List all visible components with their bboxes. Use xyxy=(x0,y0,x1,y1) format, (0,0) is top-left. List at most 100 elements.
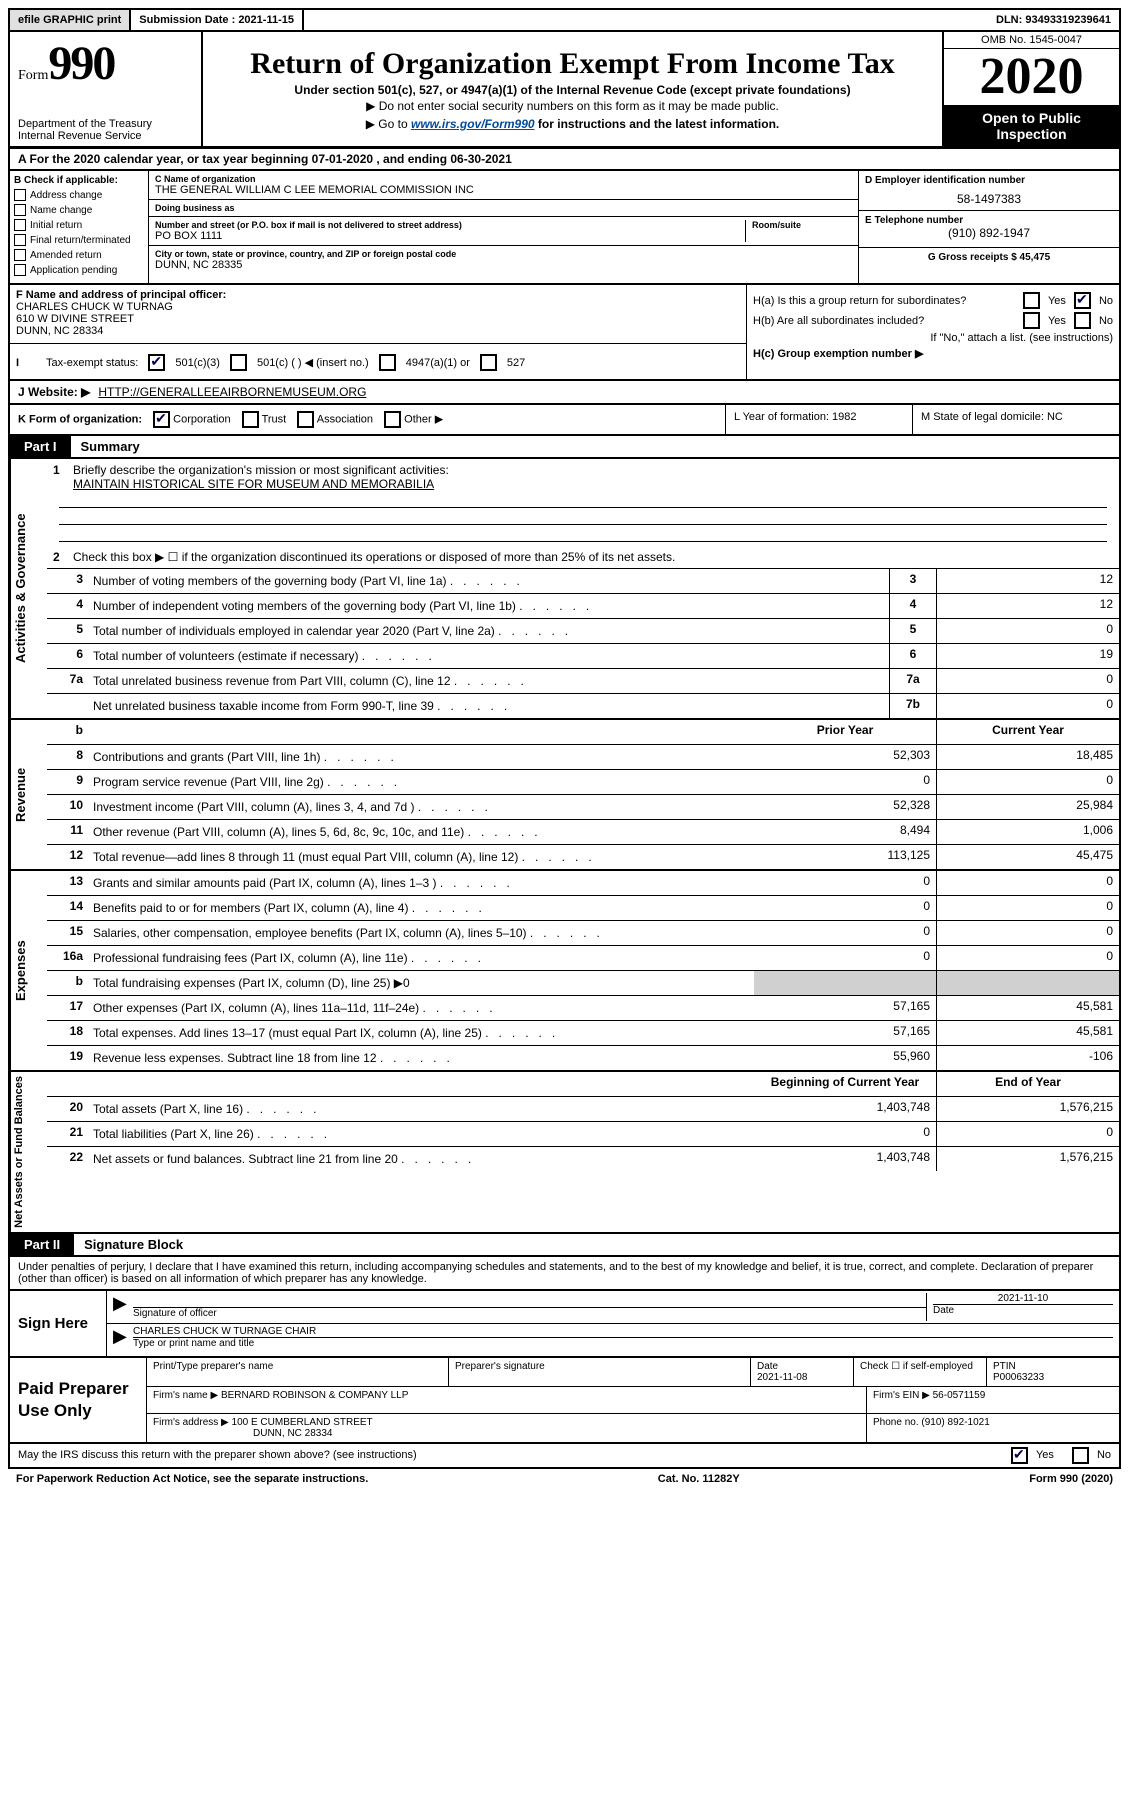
B-label: B Check if applicable: xyxy=(14,175,144,186)
Ha-yes[interactable] xyxy=(1023,292,1040,309)
Hb-yes[interactable] xyxy=(1023,312,1040,329)
section-C: C Name of organization THE GENERAL WILLI… xyxy=(149,171,859,283)
chk-name-change[interactable]: Name change xyxy=(14,204,144,216)
chk-other[interactable] xyxy=(384,411,401,428)
discuss-no[interactable] xyxy=(1072,1447,1089,1464)
chk-label: Name change xyxy=(30,205,92,216)
table-row: 22Net assets or fund balances. Subtract … xyxy=(47,1147,1119,1171)
current-year-val: 0 xyxy=(937,1122,1119,1146)
prior-year-val: 0 xyxy=(754,770,937,794)
q1-num: 1 xyxy=(53,463,73,477)
firm-phone: (910) 892-1021 xyxy=(921,1417,989,1428)
firm-addr2: DUNN, NC 28334 xyxy=(253,1428,332,1439)
row-num: 16a xyxy=(47,946,89,970)
officer-addr1: 610 W DIVINE STREET xyxy=(16,313,740,325)
chk-label: Application pending xyxy=(30,265,117,276)
row-desc: Other revenue (Part VIII, column (A), li… xyxy=(89,820,754,844)
title-cell: Return of Organization Exempt From Incom… xyxy=(203,32,944,146)
firm-name-label: Firm's name ▶ xyxy=(153,1390,218,1401)
website-link[interactable]: HTTP://GENERALLEEAIRBORNEMUSEUM.ORG xyxy=(98,385,366,399)
table-row: Net unrelated business taxable income fr… xyxy=(47,694,1119,718)
goto-note: ▶ Go to www.irs.gov/Form990 for instruct… xyxy=(211,117,934,131)
row-desc: Program service revenue (Part VIII, line… xyxy=(89,770,754,794)
q1-block: 1Briefly describe the organization's mis… xyxy=(47,459,1119,569)
current-year-val: 0 xyxy=(937,669,1119,693)
row-desc: Number of independent voting members of … xyxy=(89,594,889,618)
arrow-icon: ▶ xyxy=(113,1326,133,1354)
firm-ein: 56-0571159 xyxy=(933,1390,986,1401)
officer-label: F Name and address of principal officer: xyxy=(16,289,740,301)
row-num: 18 xyxy=(47,1021,89,1045)
prior-year-val: 57,165 xyxy=(754,996,937,1020)
row-desc: Salaries, other compensation, employee b… xyxy=(89,921,754,945)
row-desc: Contributions and grants (Part VIII, lin… xyxy=(89,745,754,769)
Hb-no[interactable] xyxy=(1074,312,1091,329)
table-row: 4Number of independent voting members of… xyxy=(47,594,1119,619)
chk-address-change[interactable]: Address change xyxy=(14,189,144,201)
form-subtitle: Under section 501(c), 527, or 4947(a)(1)… xyxy=(211,83,934,97)
current-year-val: 18,485 xyxy=(937,745,1119,769)
sign-here-block: Sign Here ▶ Signature of officer 2021-11… xyxy=(8,1291,1121,1358)
table-row: 14Benefits paid to or for members (Part … xyxy=(47,896,1119,921)
row-desc: Net assets or fund balances. Subtract li… xyxy=(89,1147,754,1171)
Ha-no[interactable] xyxy=(1074,292,1091,309)
firm-addr-label: Firm's address ▶ xyxy=(153,1417,229,1428)
form-id-footer: Form 990 (2020) xyxy=(1029,1473,1113,1485)
current-year-val: 12 xyxy=(937,569,1119,593)
current-year-val: 1,576,215 xyxy=(937,1147,1119,1171)
table-row: 9Program service revenue (Part VIII, lin… xyxy=(47,770,1119,795)
open-line1: Open to Public xyxy=(948,110,1115,126)
ein-label: D Employer identification number xyxy=(865,175,1113,186)
rev-section: Revenue b Prior Year Current Year 8Contr… xyxy=(8,720,1121,871)
chk-label: Final return/terminated xyxy=(30,235,131,246)
row-I-label: I xyxy=(16,357,36,369)
row-desc: Total fundraising expenses (Part IX, col… xyxy=(89,971,754,995)
row-desc: Other expenses (Part IX, column (A), lin… xyxy=(89,996,754,1020)
table-row: 15Salaries, other compensation, employee… xyxy=(47,921,1119,946)
current-year-val: 45,581 xyxy=(937,996,1119,1020)
goto-post: for instructions and the latest informat… xyxy=(535,117,780,131)
tax-year: 2020 xyxy=(944,49,1119,106)
chk-final-return[interactable]: Final return/terminated xyxy=(14,234,144,246)
row-desc: Benefits paid to or for members (Part IX… xyxy=(89,896,754,920)
chk-trust[interactable] xyxy=(242,411,259,428)
line-number: 5 xyxy=(889,619,937,643)
lbl-other: Other ▶ xyxy=(404,413,443,425)
chk-initial-return[interactable]: Initial return xyxy=(14,219,144,231)
current-year-val: 1,006 xyxy=(937,820,1119,844)
chk-assoc[interactable] xyxy=(297,411,314,428)
current-year-val: 0 xyxy=(937,619,1119,643)
form-990-page: efile GRAPHIC print Submission Date : 20… xyxy=(0,0,1129,1497)
exp-section: Expenses 13Grants and similar amounts pa… xyxy=(8,871,1121,1072)
table-row: 20Total assets (Part X, line 16) . . . .… xyxy=(47,1097,1119,1122)
header-row-net: Beginning of Current Year End of Year xyxy=(47,1072,1119,1097)
row-num: 10 xyxy=(47,795,89,819)
ptin-label: PTIN xyxy=(993,1361,1016,1372)
chk-4947[interactable] xyxy=(379,354,396,371)
org-name-label: C Name of organization xyxy=(155,174,852,184)
row-desc: Total number of volunteers (estimate if … xyxy=(89,644,889,668)
prior-year-val: 0 xyxy=(754,946,937,970)
chk-amended[interactable]: Amended return xyxy=(14,249,144,261)
firm-name: BERNARD ROBINSON & COMPANY LLP xyxy=(221,1390,408,1401)
table-row: 17Other expenses (Part IX, column (A), l… xyxy=(47,996,1119,1021)
chk-501c3[interactable] xyxy=(148,354,165,371)
discuss-yes[interactable] xyxy=(1011,1447,1028,1464)
row-num xyxy=(47,694,89,718)
sign-here-label: Sign Here xyxy=(10,1291,107,1356)
efile-print-button[interactable]: efile GRAPHIC print xyxy=(10,10,131,30)
dln-number: DLN: 93493319239641 xyxy=(988,10,1119,30)
hdr-b: b xyxy=(47,720,89,744)
chk-501c[interactable] xyxy=(230,354,247,371)
form990-link[interactable]: www.irs.gov/Form990 xyxy=(411,117,535,131)
chk-app-pending[interactable]: Application pending xyxy=(14,264,144,276)
K-label: K Form of organization: xyxy=(18,413,142,425)
lbl-4947: 4947(a)(1) or xyxy=(406,357,470,369)
row-num: 14 xyxy=(47,896,89,920)
officer-name: CHARLES CHUCK W TURNAG xyxy=(16,301,740,313)
chk-corp[interactable] xyxy=(153,411,170,428)
chk-527[interactable] xyxy=(480,354,497,371)
prior-year-val: 57,165 xyxy=(754,1021,937,1045)
row-desc: Investment income (Part VIII, column (A)… xyxy=(89,795,754,819)
self-employed-check[interactable]: Check ☐ if self-employed xyxy=(854,1358,987,1386)
